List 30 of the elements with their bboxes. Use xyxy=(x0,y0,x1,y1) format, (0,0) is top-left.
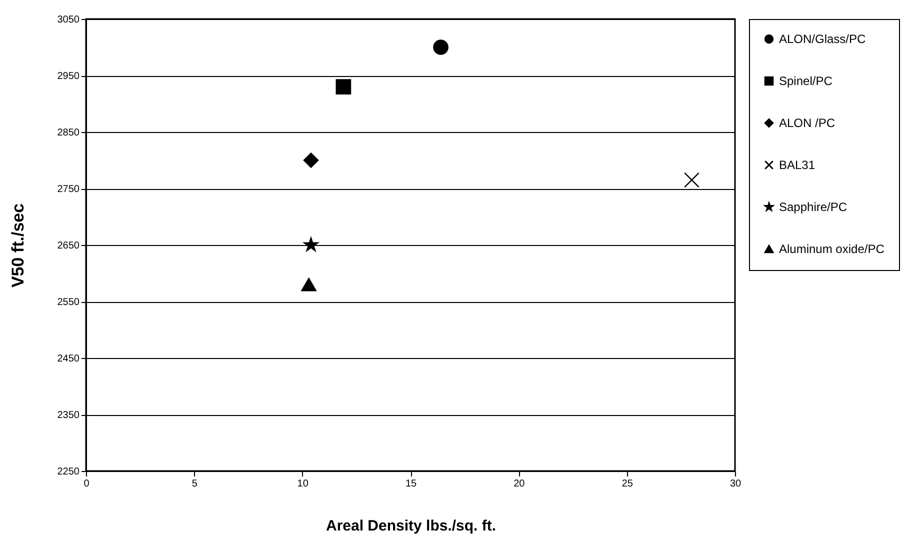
x-tick-label: 15 xyxy=(405,478,417,490)
legend-label: BAL31 xyxy=(779,158,816,172)
x-tick-label: 30 xyxy=(730,478,742,490)
y-tick-label: 2450 xyxy=(57,354,80,364)
y-tick-label: 2250 xyxy=(57,466,80,478)
point xyxy=(301,278,316,292)
legend-label: Spinel/PC xyxy=(779,74,833,88)
legend-label: ALON/Glass/PC xyxy=(779,32,866,46)
y-tick-label: 2550 xyxy=(57,297,80,308)
y-axis-title: V50 ft./sec xyxy=(8,203,28,288)
point xyxy=(433,40,448,55)
x-tick-label: 10 xyxy=(297,478,309,490)
x-tick-label: 20 xyxy=(514,478,526,490)
x-tick-label: 0 xyxy=(84,478,90,490)
y-tick-label: 2750 xyxy=(57,184,80,195)
y-tick-label: 2650 xyxy=(57,240,80,252)
point xyxy=(336,79,352,94)
y-tick-label: 2850 xyxy=(57,128,80,138)
legend-label: Sapphire/PC xyxy=(779,200,848,214)
legend-label: ALON /PC xyxy=(779,116,836,130)
point xyxy=(684,172,700,188)
x-tick-label: 25 xyxy=(622,478,634,490)
y-tick-label: 2950 xyxy=(57,71,80,82)
x-axis-title: Areal Density lbs./sq. ft. xyxy=(326,518,496,534)
y-tick-label: 3050 xyxy=(57,14,80,26)
legend-label: Aluminum oxide/PC xyxy=(779,242,885,256)
point xyxy=(304,237,318,252)
x-tick-label: 5 xyxy=(192,478,198,490)
point xyxy=(303,152,319,168)
y-tick-label: 2350 xyxy=(57,410,80,421)
